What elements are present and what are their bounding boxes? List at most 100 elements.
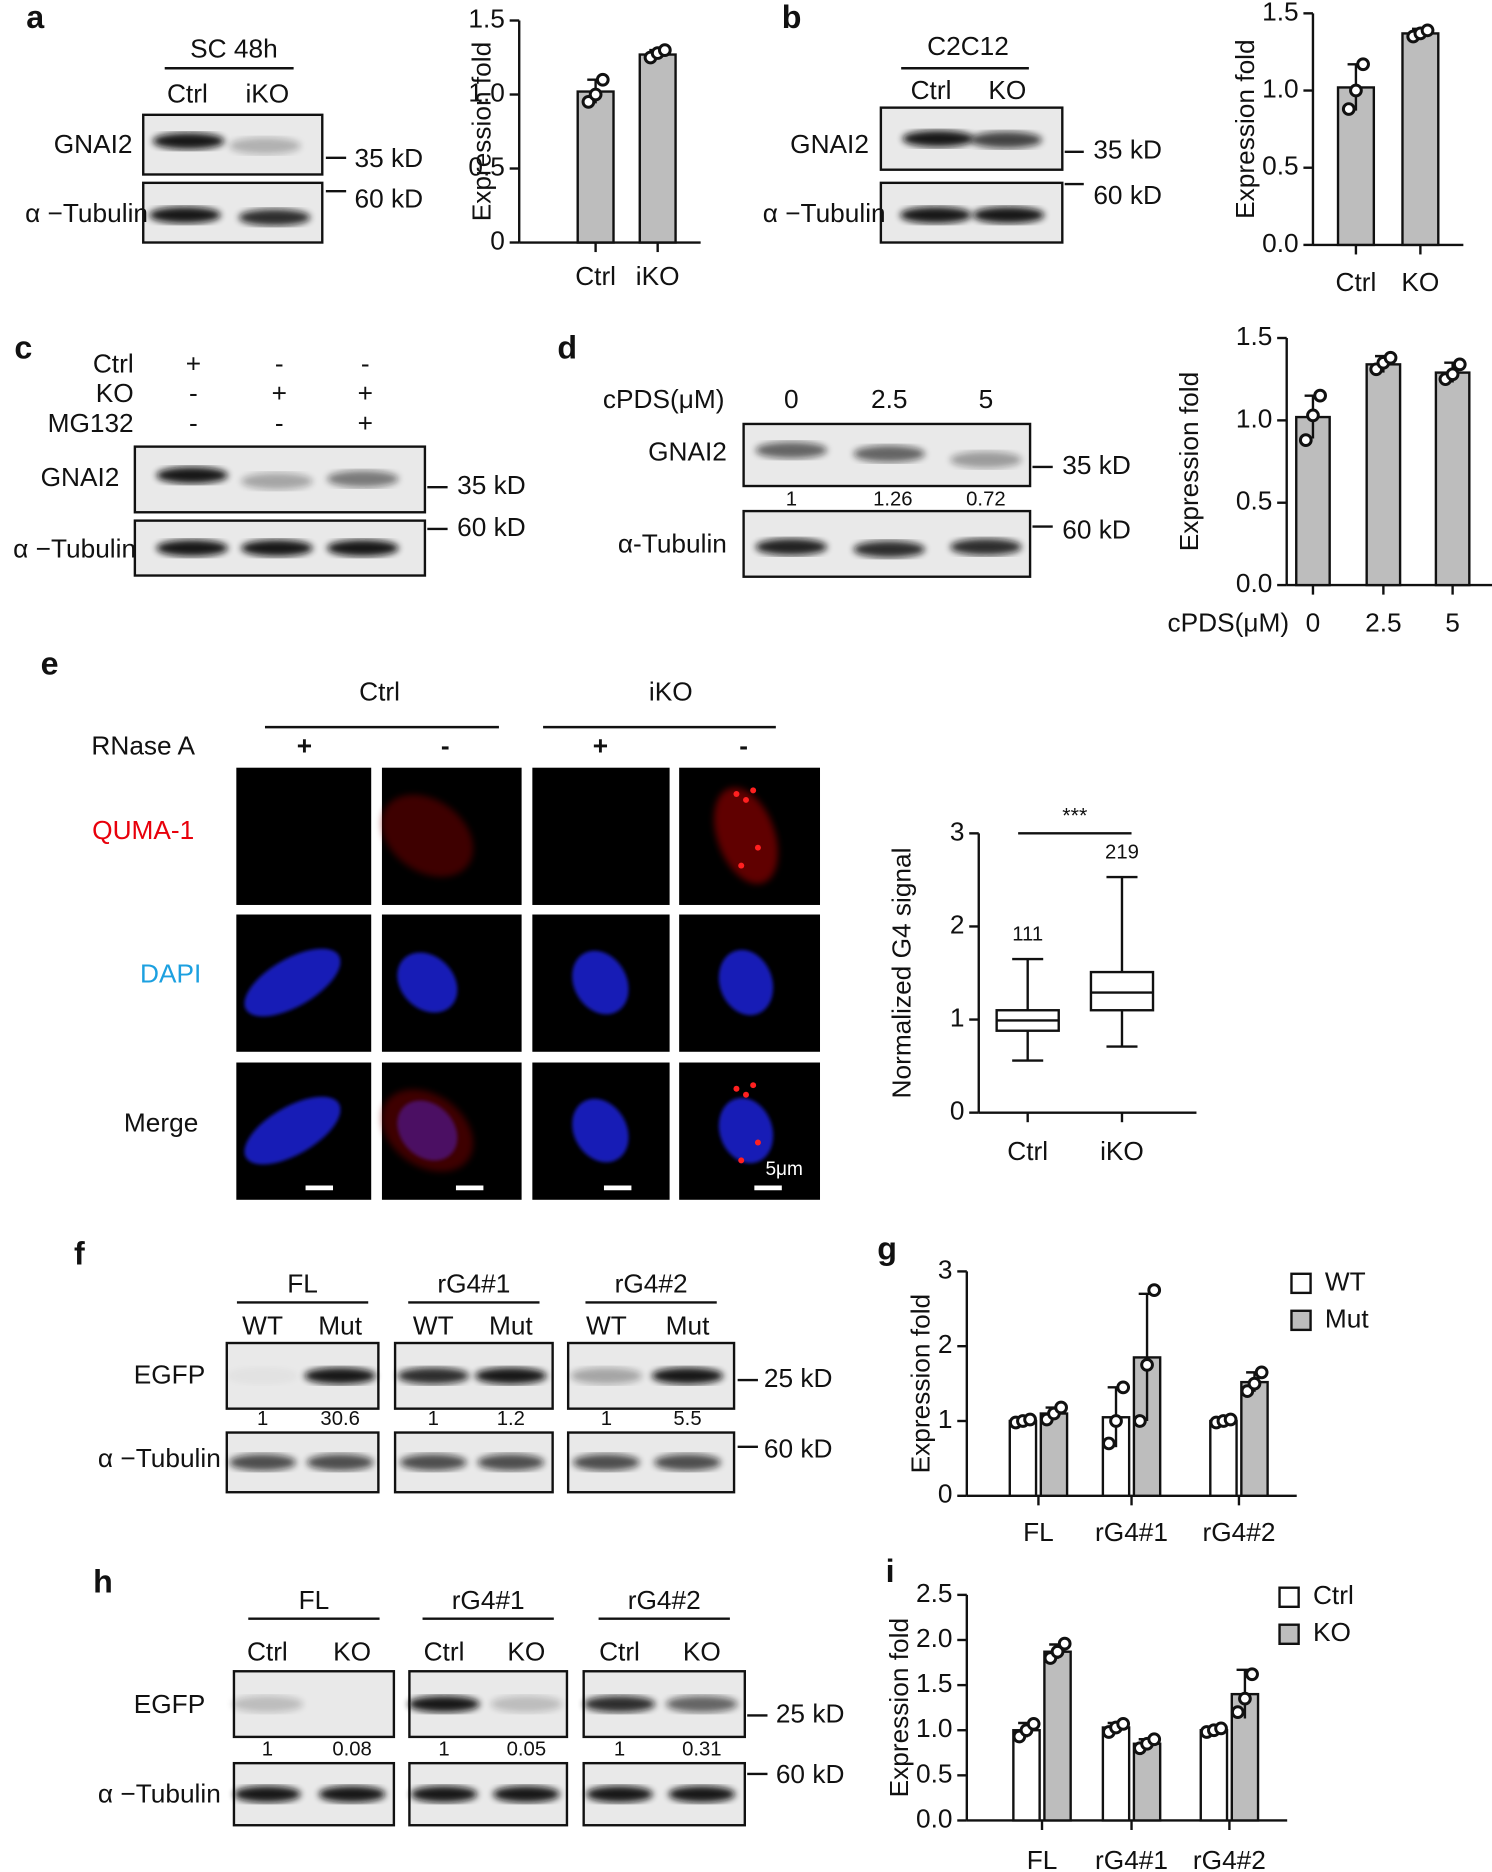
bar xyxy=(1209,1419,1238,1497)
band xyxy=(492,1785,560,1803)
group-label: rG4#1 xyxy=(437,1269,510,1299)
group-label: iKO xyxy=(649,677,693,707)
band xyxy=(899,206,972,224)
y-tick-label: 3 xyxy=(950,816,965,846)
band xyxy=(304,1367,376,1385)
sign: - xyxy=(361,348,370,378)
lane-label: KO xyxy=(683,1636,721,1666)
legend-label: Ctrl xyxy=(1313,1580,1354,1610)
quantification: 0.31 xyxy=(682,1738,721,1760)
quantification: 1 xyxy=(438,1738,449,1760)
quantification: 0.08 xyxy=(332,1738,371,1760)
row-label: GNAI2 xyxy=(648,437,727,467)
band xyxy=(327,470,399,488)
nucleus xyxy=(244,1096,341,1165)
data-point xyxy=(1238,1691,1252,1706)
micrographs xyxy=(236,767,821,1200)
x-tick-label: KO xyxy=(1401,267,1439,297)
bar xyxy=(576,90,615,244)
row-label: EGFP xyxy=(134,1689,205,1719)
band xyxy=(572,1454,640,1471)
treatment-label: RNase A xyxy=(91,730,195,760)
panel-label: d xyxy=(557,329,577,365)
foci xyxy=(754,844,761,851)
x-tick-label: 5 xyxy=(1445,607,1460,637)
sign: + xyxy=(186,348,201,378)
y-tick-label: 1 xyxy=(950,1002,965,1032)
band xyxy=(950,451,1022,469)
panel-label: g xyxy=(877,1231,897,1267)
y-tick-label: 1.5 xyxy=(1262,0,1299,26)
data-point xyxy=(1349,83,1363,98)
marker: 35 kD xyxy=(1093,135,1162,165)
marker: 25 kD xyxy=(776,1698,845,1728)
x-tick-label: iKO xyxy=(636,261,680,291)
y-tick-label: 0.5 xyxy=(1236,486,1272,516)
marker: 35 kD xyxy=(457,470,526,500)
y-tick-label: 0.0 xyxy=(1236,568,1272,598)
band xyxy=(238,209,311,226)
condition-label: MG132 xyxy=(48,408,134,438)
x-tick-label: rG4#1 xyxy=(1095,1517,1168,1547)
foci xyxy=(738,862,745,869)
bar xyxy=(1199,1729,1229,1822)
data-point xyxy=(1140,1358,1154,1372)
x-tick-label: Ctrl xyxy=(1336,267,1377,297)
band xyxy=(666,1695,738,1713)
blot-header: C2C12 xyxy=(927,31,1009,61)
x-tick-label: rG4#1 xyxy=(1095,1845,1168,1872)
y-tick-label: 0 xyxy=(950,1096,965,1126)
band xyxy=(902,130,974,148)
data-point xyxy=(1383,350,1398,365)
lane-label: iKO xyxy=(245,79,289,109)
lane-label: Ctrl xyxy=(247,1636,288,1666)
nucleus xyxy=(718,949,774,1016)
band xyxy=(229,1454,297,1471)
data-point xyxy=(657,43,672,57)
data-point xyxy=(1147,1283,1162,1297)
y-axis-label: Expression fold xyxy=(1230,39,1260,218)
y-axis-label: Expression fold xyxy=(884,1618,914,1797)
quantification: 0.72 xyxy=(966,489,1005,511)
y-tick-label: 2.5 xyxy=(916,1578,953,1608)
group-label: rG4#2 xyxy=(615,1269,688,1299)
data-point xyxy=(1341,102,1356,116)
bar xyxy=(1008,1419,1038,1497)
x-tick-label: rG4#2 xyxy=(1193,1845,1266,1872)
foci xyxy=(754,1139,761,1146)
legend-label: WT xyxy=(1325,1266,1366,1296)
panel-label: a xyxy=(26,0,45,35)
legend-label: Mut xyxy=(1325,1303,1369,1333)
data-point xyxy=(1023,1412,1037,1427)
data-point xyxy=(1057,1636,1072,1651)
quantification: 1 xyxy=(428,1408,439,1430)
data-point xyxy=(1420,23,1435,38)
quantification: 1 xyxy=(257,1408,268,1430)
marker: 60 kD xyxy=(457,512,526,542)
lane-label: WT xyxy=(413,1310,454,1340)
row-label: α −Tubulin xyxy=(98,1443,221,1473)
condition-label: Ctrl xyxy=(93,348,134,378)
nucleus xyxy=(397,952,458,1013)
data-point xyxy=(588,87,603,102)
data-point xyxy=(1452,357,1467,372)
data-point xyxy=(1214,1721,1228,1736)
row-label: α −Tubulin xyxy=(25,198,148,228)
sign: + xyxy=(272,378,287,408)
sign: - xyxy=(739,730,748,760)
band xyxy=(156,466,228,484)
y-tick-label: 0.0 xyxy=(1262,228,1299,258)
data-point xyxy=(1306,408,1320,423)
band xyxy=(306,1454,374,1471)
quantification: 1.2 xyxy=(497,1408,525,1430)
data-point xyxy=(1109,1414,1123,1428)
sign: - xyxy=(275,348,284,378)
data-point xyxy=(1254,1365,1269,1380)
bar xyxy=(1039,1412,1069,1497)
marker: 60 kD xyxy=(1062,514,1131,544)
band xyxy=(229,137,301,155)
legend-swatch xyxy=(1290,1309,1312,1332)
sign: - xyxy=(189,408,198,438)
micrograph xyxy=(236,767,372,905)
lane-label: 2.5 xyxy=(871,384,908,414)
